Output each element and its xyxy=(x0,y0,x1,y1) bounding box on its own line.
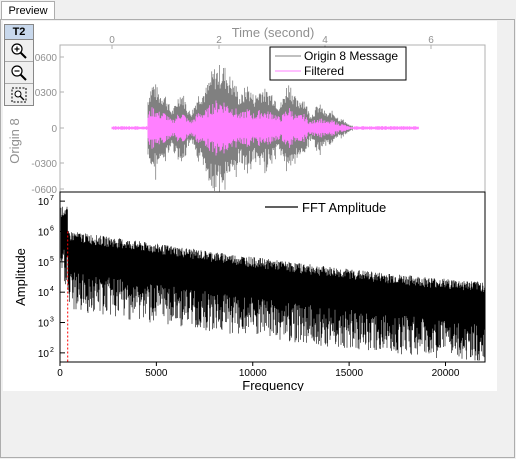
legend-label-filtered: Filtered xyxy=(304,64,344,78)
zoom-in-icon xyxy=(11,42,27,59)
bottom-x-tick-label: 20000 xyxy=(432,368,460,379)
top-y-tick-label: -0600 xyxy=(31,185,57,196)
legend-label-fft: FFT Amplitude xyxy=(302,200,386,215)
top-ylabel: Origin 8 xyxy=(7,118,22,164)
top-series-filtered-line xyxy=(111,100,419,156)
top-x-tick-label: 2 xyxy=(216,35,222,46)
bottom-xlabel: Frequency xyxy=(242,378,304,391)
bottom-y-tick-exponent: 4 xyxy=(50,286,54,293)
zoom-rect-icon xyxy=(11,87,27,102)
bottom-x-tick-label: 5000 xyxy=(145,368,168,379)
vertical-scrollbar[interactable] xyxy=(497,21,511,391)
zoom-out-icon xyxy=(11,64,27,81)
bottom-y-tick-label: 10 xyxy=(38,319,50,330)
bottom-x-tick-label: 10000 xyxy=(239,368,267,379)
zoom-out-button[interactable] xyxy=(5,62,33,84)
bottom-y-tick-exponent: 7 xyxy=(50,195,54,202)
bottom-y-tick-label: 10 xyxy=(38,227,50,238)
bottom-x-tick-label: 0 xyxy=(57,368,63,379)
legend-label-message: Origin 8 Message xyxy=(304,49,398,63)
top-x-tick-label: 0 xyxy=(109,35,115,46)
bottom-y-tick-exponent: 5 xyxy=(50,256,54,263)
bottom-y-tick-exponent: 2 xyxy=(50,347,54,354)
graph-canvas: 0 2 4 6 0600 0300 0 -0300 -0600 0 5000 10000 15000 2… xyxy=(7,25,486,391)
top-y-tick-label: -0300 xyxy=(31,159,57,170)
top-x-tick-label: 4 xyxy=(322,35,328,46)
top-legend: Origin 8 Message Filtered xyxy=(269,46,407,81)
bottom-ylabel: Amplitude xyxy=(13,248,28,306)
graph-page: 0 2 4 6 0600 0300 0 -0300 -0600 0 5000 10000 15000 2… xyxy=(3,21,497,391)
bottom-series-fft-line xyxy=(60,206,485,361)
bottom-legend: FFT Amplitude xyxy=(265,200,386,215)
bottom-y-tick-label: 10 xyxy=(38,197,50,208)
bottom-x-tick-label: 15000 xyxy=(335,368,363,379)
bottom-y-tick-exponent: 6 xyxy=(50,225,54,232)
bottom-y-tick-label: 10 xyxy=(38,288,50,299)
bottom-y-tick-label: 10 xyxy=(38,349,50,360)
top-x-tick-label: 6 xyxy=(428,35,434,46)
top-plot: 0 2 4 6 0600 0300 0 -0300 -0600 xyxy=(31,35,434,196)
tab-bar: Preview xyxy=(0,0,516,21)
top-xlabel: Time (second) xyxy=(232,25,315,40)
top-y-tick-label: 0300 xyxy=(35,88,58,99)
top-y-tick-label: 0 xyxy=(51,124,57,135)
bottom-y-tick-exponent: 3 xyxy=(50,317,54,324)
bottom-y-tick-label: 10 xyxy=(38,258,50,269)
toolbox-label: T2 xyxy=(5,25,33,40)
tab-preview[interactable]: Preview xyxy=(1,1,55,21)
graph-toolbox: T2 xyxy=(4,24,34,106)
zoom-in-button[interactable] xyxy=(5,40,33,62)
zoom-rect-button[interactable] xyxy=(5,84,33,105)
top-y-tick-label: 0600 xyxy=(35,53,58,64)
